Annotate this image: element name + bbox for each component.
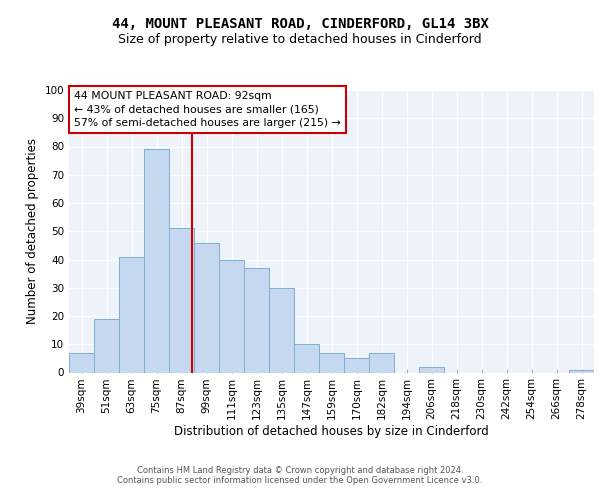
Text: Size of property relative to detached houses in Cinderford: Size of property relative to detached ho… (118, 32, 482, 46)
X-axis label: Distribution of detached houses by size in Cinderford: Distribution of detached houses by size … (174, 425, 489, 438)
Bar (244, 268, 269, 372)
Bar (69, 352, 94, 372)
Bar (119, 256, 144, 372)
Text: Contains public sector information licensed under the Open Government Licence v3: Contains public sector information licen… (118, 476, 482, 485)
Bar (369, 352, 394, 372)
Bar (144, 150, 169, 372)
Bar (294, 344, 319, 372)
Bar (269, 288, 294, 372)
Text: 44, MOUNT PLEASANT ROAD, CINDERFORD, GL14 3BX: 44, MOUNT PLEASANT ROAD, CINDERFORD, GL1… (112, 18, 488, 32)
Bar (94, 319, 119, 372)
Bar (344, 358, 369, 372)
Bar (194, 242, 219, 372)
Y-axis label: Number of detached properties: Number of detached properties (26, 138, 39, 324)
Text: Contains HM Land Registry data © Crown copyright and database right 2024.: Contains HM Land Registry data © Crown c… (137, 466, 463, 475)
Text: 44 MOUNT PLEASANT ROAD: 92sqm
← 43% of detached houses are smaller (165)
57% of : 44 MOUNT PLEASANT ROAD: 92sqm ← 43% of d… (74, 92, 341, 128)
Bar (169, 228, 194, 372)
Bar (219, 260, 244, 372)
Bar (319, 352, 344, 372)
Bar (569, 370, 594, 372)
Bar (419, 367, 444, 372)
